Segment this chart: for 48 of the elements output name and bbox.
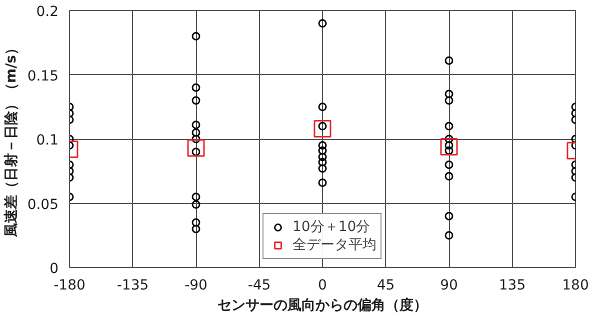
point [192,200,200,209]
y-tick-label: 0.1 [36,132,58,148]
x-tick-label: 90 [440,278,458,294]
y-tick-label: 0.05 [27,196,58,213]
point [318,102,327,112]
point [192,192,200,202]
x-tick-label: -135 [116,278,149,294]
x-tick-label: 180 [562,278,589,294]
x-tick-label: -45 [248,278,271,294]
point [192,224,200,234]
point [314,120,332,138]
point [444,212,454,220]
x-tick-label: 45 [376,278,395,294]
point [444,96,454,105]
point [187,139,205,157]
point [192,83,200,92]
y-axis-title: 風速差（日射－日陰）（m/s） [3,40,20,238]
point [318,19,327,28]
x-axis-title: センサーの風向からの偏角（度） [218,296,428,314]
point [192,128,200,137]
point [192,32,200,40]
point [444,231,454,240]
point [444,122,454,130]
point [318,141,327,150]
point [444,56,454,65]
point [444,172,454,181]
point [444,90,454,98]
legend-label: 全データ平均 [292,236,376,254]
point [318,146,327,155]
x-tick-label: -180 [54,278,86,294]
point [440,138,458,156]
point [318,152,327,162]
point [318,164,327,173]
point [192,218,200,227]
point [192,134,200,144]
point [192,96,200,105]
point [192,120,200,130]
x-tick-label: 135 [498,278,526,294]
point [318,178,327,187]
point [444,160,454,169]
x-tick-label: -90 [184,278,208,294]
legend-label: 10分＋10分 [292,218,370,236]
y-tick-label: 0.2 [36,4,58,20]
y-tick-label: 0.15 [27,68,58,84]
point [318,158,327,166]
point [444,134,454,144]
y-tick-label: 0 [50,261,59,277]
x-tick-label: 0 [318,278,327,294]
